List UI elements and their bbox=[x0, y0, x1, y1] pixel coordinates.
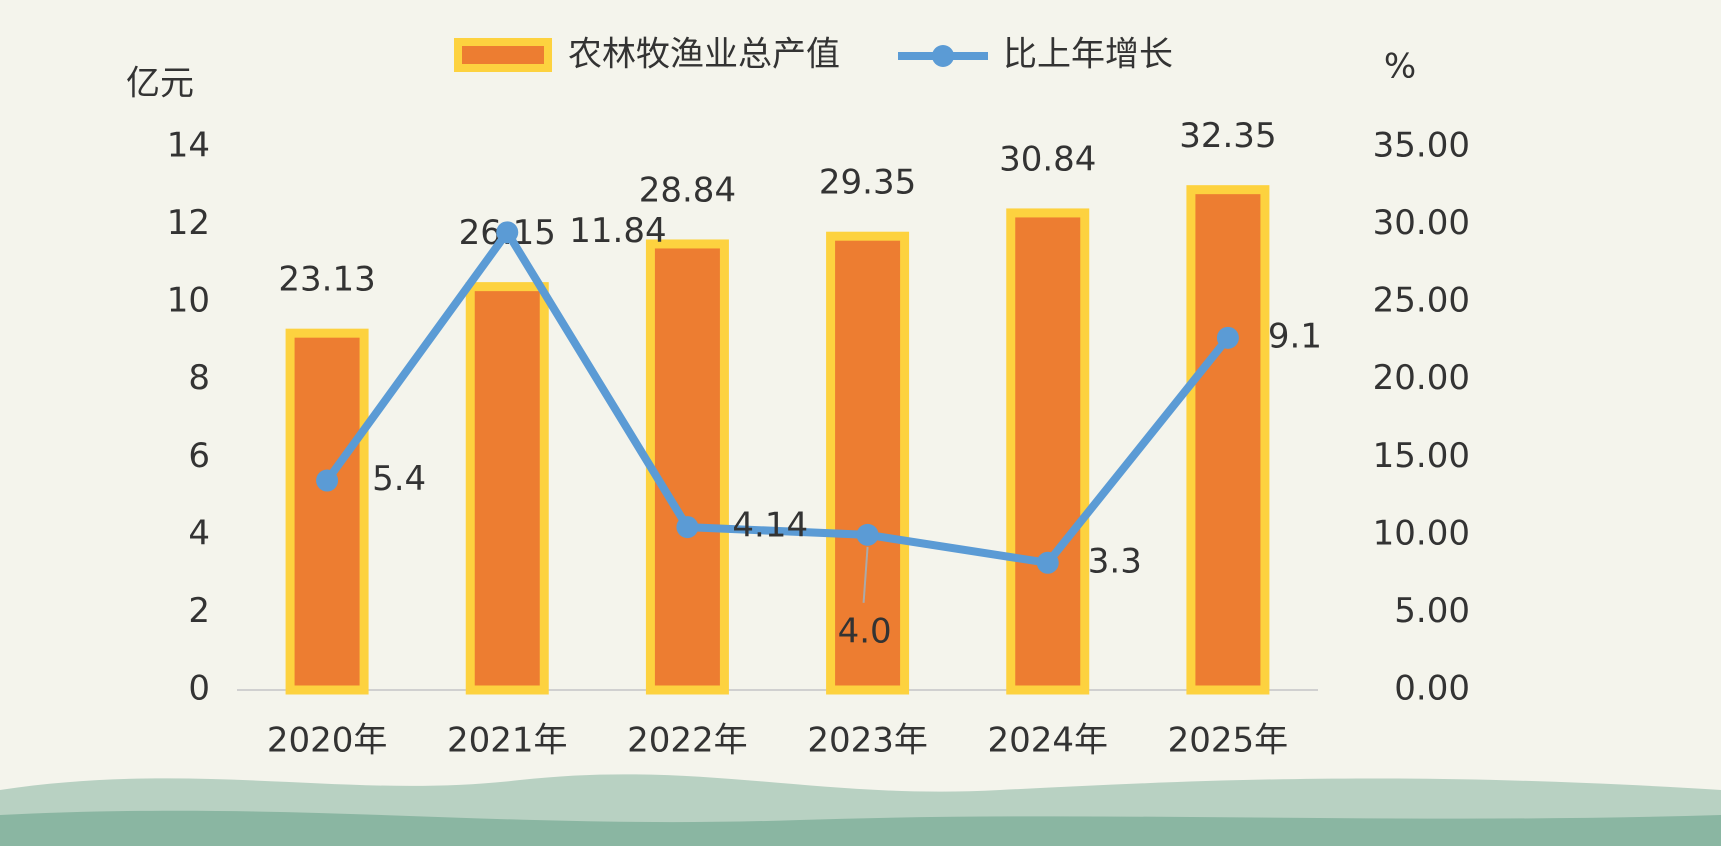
y2-tick-label: 25.00 bbox=[1373, 281, 1470, 321]
y-tick-label: 4 bbox=[188, 513, 210, 553]
line-annotation: 4.0 bbox=[838, 611, 892, 651]
line-point bbox=[316, 469, 339, 492]
bar bbox=[1186, 185, 1270, 695]
bar-annotation: 30.84 bbox=[999, 139, 1096, 179]
y-tick-label: 10 bbox=[167, 281, 210, 321]
y2-tick-label: 20.00 bbox=[1373, 358, 1470, 398]
line-point bbox=[1036, 551, 1059, 574]
y2-tick-label: 15.00 bbox=[1373, 436, 1470, 476]
line-annotation: 5.4 bbox=[372, 459, 426, 499]
y2-tick-label: 35.00 bbox=[1373, 126, 1470, 166]
bar-annotation: 29.35 bbox=[819, 163, 916, 203]
line-point bbox=[496, 221, 519, 244]
bar bbox=[826, 231, 910, 695]
bar-annotation: 23.13 bbox=[278, 260, 375, 300]
legend-swatch bbox=[932, 45, 954, 67]
legend-label: 农林牧渔业总产值 bbox=[568, 35, 840, 75]
y2-tick-label: 5.00 bbox=[1394, 591, 1470, 631]
y-tick-label: 8 bbox=[188, 358, 210, 398]
bar bbox=[285, 328, 369, 695]
y-tick-label: 14 bbox=[167, 126, 210, 166]
line-annotation: 4.14 bbox=[732, 506, 808, 546]
line-annotation: 3.3 bbox=[1088, 541, 1142, 581]
y2-tick-label: 30.00 bbox=[1373, 203, 1470, 243]
line-point bbox=[856, 523, 879, 546]
x-tick-label: 2020年 bbox=[267, 721, 388, 761]
hills bbox=[0, 810, 1721, 846]
line bbox=[323, 228, 1232, 567]
y2-tick-label: 10.00 bbox=[1373, 513, 1470, 553]
bar bbox=[465, 282, 549, 695]
x-tick-label: 2024年 bbox=[987, 721, 1108, 761]
line-point bbox=[1216, 326, 1239, 349]
line-annotation: 9.1 bbox=[1268, 316, 1322, 356]
y-tick-label: 12 bbox=[167, 203, 210, 243]
y-tick-label: 6 bbox=[188, 436, 210, 476]
x-tick-label: 2023年 bbox=[807, 721, 928, 761]
bar bbox=[1006, 208, 1090, 695]
y-axis-title: 亿元 bbox=[126, 64, 194, 104]
legend-swatch bbox=[454, 38, 552, 72]
legend-label: 比上年增长 bbox=[1003, 35, 1173, 75]
x-tick-label: 2025年 bbox=[1168, 721, 1289, 761]
y-tick-label: 2 bbox=[188, 591, 210, 631]
bar-annotation: 28.84 bbox=[639, 170, 736, 210]
x-tick-label: 2021年 bbox=[447, 721, 568, 761]
line-annotation: 11.84 bbox=[569, 211, 666, 251]
y2-tick-label: 0.00 bbox=[1394, 669, 1470, 709]
y-tick-label: 0 bbox=[188, 669, 210, 709]
bar bbox=[645, 239, 729, 695]
line-point bbox=[676, 516, 699, 539]
leader-line bbox=[862, 546, 869, 603]
bar-annotation: 32.35 bbox=[1179, 116, 1276, 156]
x-tick-label: 2022年 bbox=[627, 721, 748, 761]
y2-axis-title: % bbox=[1384, 47, 1416, 87]
